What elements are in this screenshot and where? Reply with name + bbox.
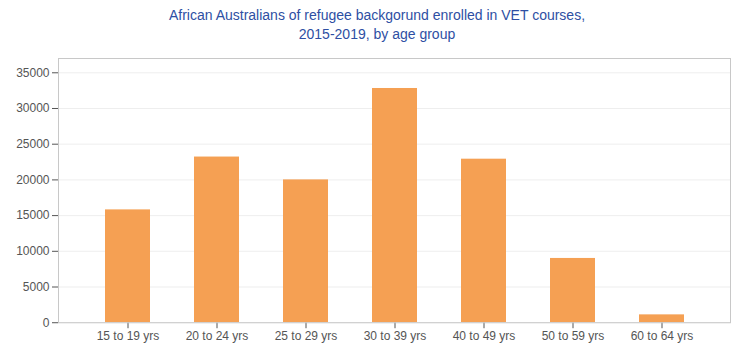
svg-text:35000: 35000 — [16, 65, 50, 79]
svg-text:30 to 39 yrs: 30 to 39 yrs — [364, 329, 427, 343]
svg-text:20000: 20000 — [16, 173, 50, 187]
svg-text:0: 0 — [43, 315, 50, 329]
svg-text:30000: 30000 — [16, 101, 50, 115]
svg-text:25 to 29 yrs: 25 to 29 yrs — [275, 329, 338, 343]
svg-text:50 to 59 yrs: 50 to 59 yrs — [542, 329, 605, 343]
html-text:African Australians of refugee: African Australians of refugee backgorun… — [169, 7, 585, 42]
svg-text:25000: 25000 — [16, 137, 50, 151]
svg-text:15000: 15000 — [16, 208, 50, 222]
svg-text:20 to 24 yrs: 20 to 24 yrs — [186, 329, 249, 343]
svg-text:10000: 10000 — [16, 244, 50, 258]
svg-text:40 to 49 yrs: 40 to 49 yrs — [453, 329, 516, 343]
svg-text:15 to 19 yrs: 15 to 19 yrs — [97, 329, 160, 343]
svg-text:60 to 64 yrs: 60 to 64 yrs — [631, 329, 694, 343]
svg-text:5000: 5000 — [23, 280, 50, 294]
